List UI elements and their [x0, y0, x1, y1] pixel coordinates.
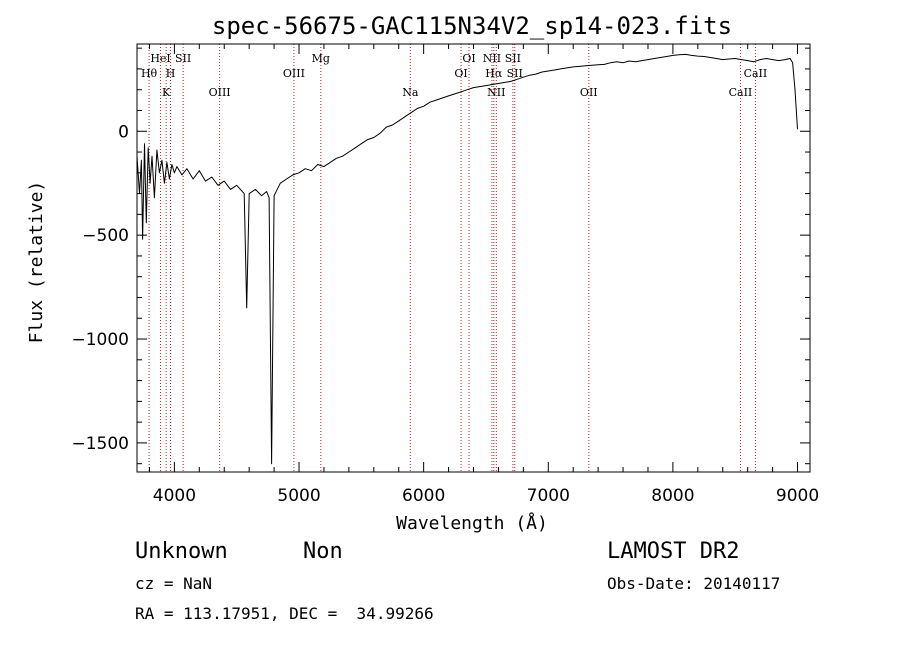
survey-name: LAMOST DR2	[607, 539, 740, 564]
spectral-subclass: Non	[303, 539, 343, 564]
marker-label-1: HeI	[150, 52, 170, 65]
marker-label-9: OI	[454, 67, 467, 80]
marker-label-13: NII	[487, 86, 505, 99]
marker-label-7: Mg	[312, 52, 330, 65]
marker-label-3: H	[166, 67, 176, 80]
x-tick-label-1: 5000	[277, 486, 320, 506]
marker-label-12: Hα	[485, 67, 503, 80]
x-tick-label-2: 6000	[402, 486, 445, 506]
marker-label-18: CaII	[744, 67, 768, 80]
chart-title: spec-56675-GAC115N34V2_sp14-023.fits	[212, 12, 732, 40]
spectral-class: Unknown	[135, 539, 228, 564]
plot-frame	[136, 43, 811, 473]
redshift-value: cz = NaN	[135, 574, 213, 593]
x-axis-label: Wavelength (Å)	[396, 512, 548, 534]
marker-label-5: OIII	[209, 86, 231, 99]
x-tick-label-0: 4000	[153, 486, 196, 506]
marker-label-8: Na	[402, 86, 419, 99]
marker-label-6: OIII	[283, 67, 305, 80]
spectrum-line-0	[136, 53, 798, 465]
y-axis: −1500 −1000 −500 0	[71, 47, 810, 465]
x-tick-label-3: 7000	[527, 486, 570, 506]
marker-label-14: SII	[505, 52, 521, 65]
marker-label-4: SII	[175, 52, 191, 65]
spectrum-series	[136, 53, 798, 465]
x-tick-label-4: 8000	[651, 486, 694, 506]
marker-label-15: SII	[507, 67, 523, 80]
y-tick-label-3: 0	[118, 122, 129, 142]
coordinates: RA = 113.17951, DEC = 34.99266	[135, 604, 434, 623]
observation-date: Obs-Date: 20140117	[607, 574, 781, 593]
marker-label-0: Hθ	[141, 67, 158, 80]
y-tick-label-2: −500	[82, 226, 129, 246]
y-tick-label-0: −1500	[71, 434, 129, 454]
marker-label-17: CaII	[729, 86, 753, 99]
x-tick-label-5: 9000	[776, 486, 819, 506]
marker-label-16: OII	[580, 86, 598, 99]
x-axis: 4000 5000 6000 7000 8000 9000	[148, 44, 819, 506]
marker-label-2: K	[162, 86, 171, 99]
marker-label-10: OI	[462, 52, 475, 65]
marker-label-11: NII	[483, 52, 501, 65]
y-tick-label-1: −1000	[71, 330, 129, 350]
y-axis-label: Flux (relative)	[26, 181, 47, 344]
